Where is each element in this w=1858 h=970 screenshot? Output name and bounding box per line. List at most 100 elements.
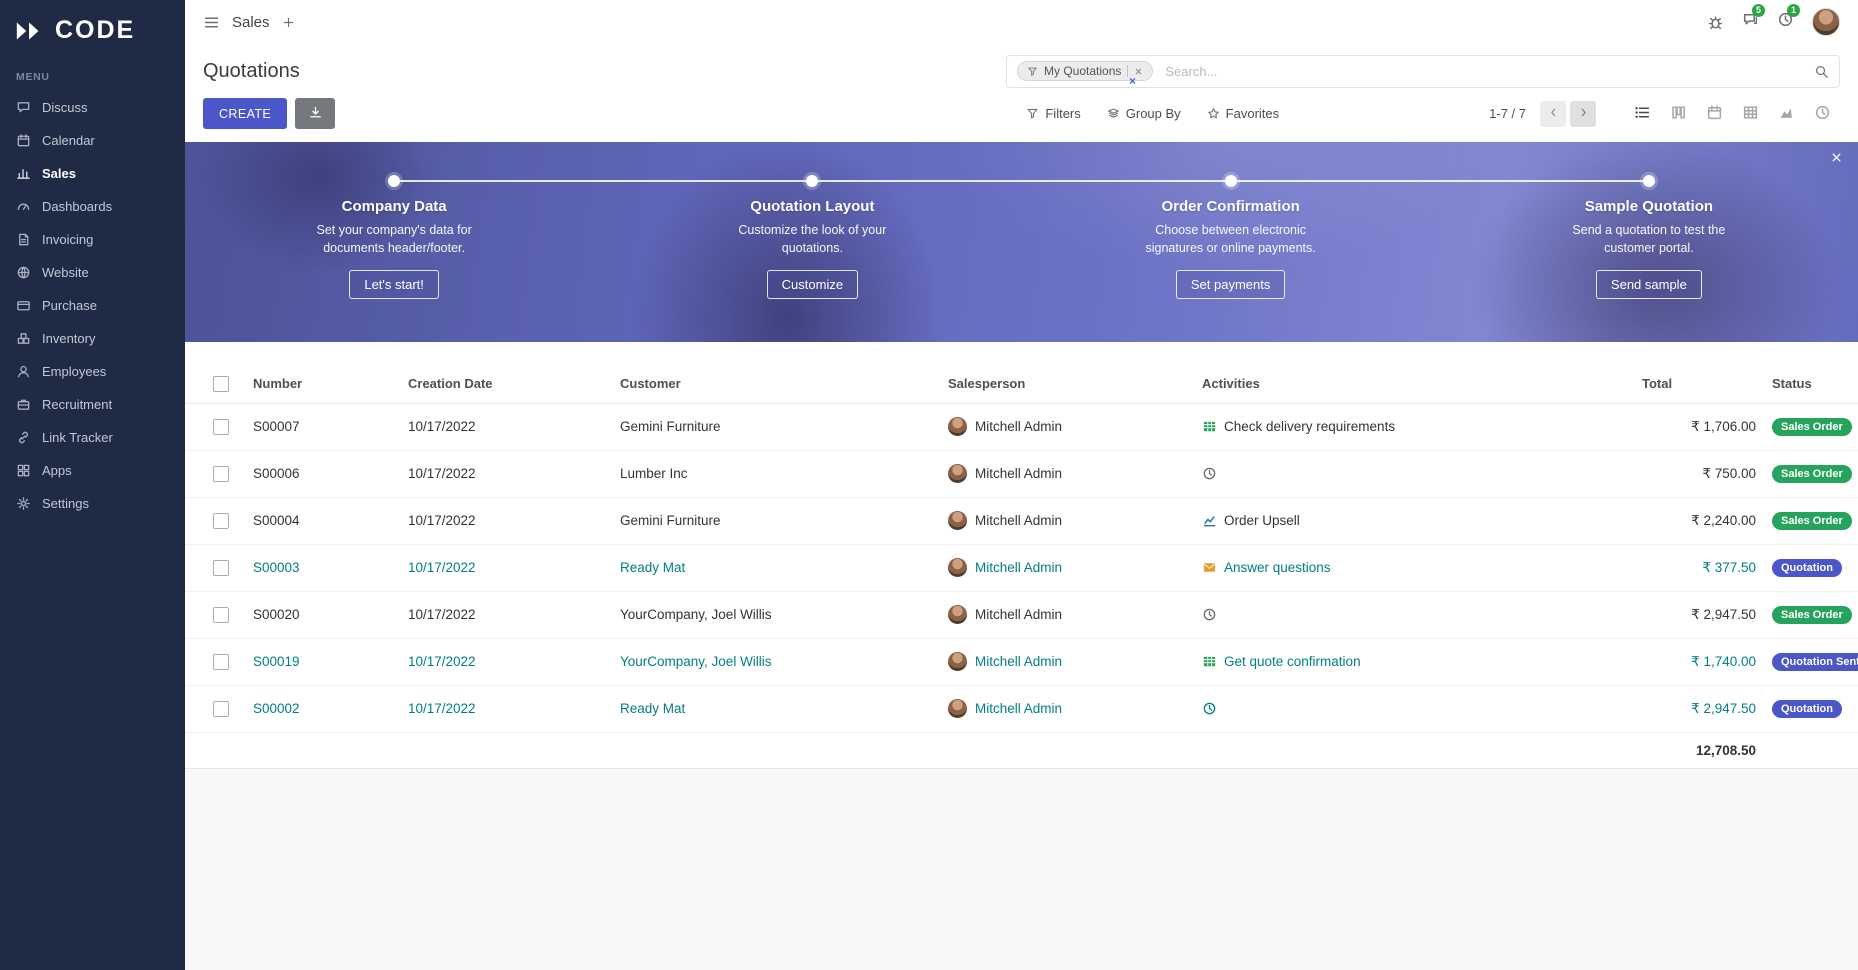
activity[interactable]: Answer questions xyxy=(1202,545,1626,591)
view-list-button[interactable] xyxy=(1624,99,1660,129)
send-sample-button[interactable]: Send sample xyxy=(1595,270,1702,299)
column-header-status[interactable]: Status xyxy=(1764,364,1858,404)
customize-button[interactable]: Customize xyxy=(766,270,859,299)
row-checkbox[interactable] xyxy=(213,559,229,576)
activity[interactable]: Order Upsell xyxy=(1202,498,1626,544)
column-header-activities[interactable]: Activities xyxy=(1194,364,1634,404)
sidebar-item-recruitment[interactable]: Recruitment xyxy=(0,388,185,421)
pager-previous-button[interactable] xyxy=(1540,100,1566,127)
column-header-creation-date[interactable]: Creation Date xyxy=(400,364,612,404)
activity[interactable]: Get quote confirmation xyxy=(1202,639,1626,685)
table-body: S00007 10/17/2022 Gemini Furniture Mitchell… xyxy=(185,403,1858,733)
table-row-s00003[interactable]: S00003 10/17/2022 Ready Mat Mitchell Admin A… xyxy=(185,544,1858,592)
activities-icon[interactable]: 1 xyxy=(1777,4,1801,33)
user-avatar[interactable] xyxy=(1812,8,1840,36)
chart-icon xyxy=(1202,513,1217,528)
view-pivot-button[interactable] xyxy=(1732,99,1768,129)
set-payments-button[interactable]: Set payments xyxy=(1175,270,1286,299)
row-checkbox-cell xyxy=(185,685,245,733)
table-row-s00002[interactable]: S00002 10/17/2022 Ready Mat Mitchell Admin ₹… xyxy=(185,685,1858,733)
let-s-start--button[interactable]: Let's start! xyxy=(349,270,439,299)
favorites-button[interactable]: Favorites xyxy=(1207,106,1279,121)
topbar: Sales 5 1 xyxy=(185,0,1858,44)
sidebar-item-invoicing[interactable]: Invoicing xyxy=(0,223,185,256)
salesperson-name: Mitchell Admin xyxy=(975,513,1063,529)
status-badge: Quotation xyxy=(1772,699,1842,718)
row-checkbox[interactable] xyxy=(213,418,229,435)
table-row-s00007[interactable]: S00007 10/17/2022 Gemini Furniture Mitchell… xyxy=(185,403,1858,451)
activity[interactable] xyxy=(1202,686,1626,732)
recruitment-icon xyxy=(16,397,31,412)
select-all-checkbox[interactable] xyxy=(213,375,229,392)
pager-next-button[interactable] xyxy=(1570,100,1596,127)
sidebar-item-dashboards[interactable]: Dashboards xyxy=(0,190,185,223)
group-by-label: Group By xyxy=(1125,106,1181,121)
cell-customer: Gemini Furniture xyxy=(612,403,940,451)
sidebar-item-employees[interactable]: Employees xyxy=(0,355,185,388)
column-header-number[interactable]: Number xyxy=(245,364,400,404)
step-description: Choose between electronic signatures or … xyxy=(1145,223,1316,255)
calendar-icon xyxy=(16,133,31,148)
view-activity-button[interactable] xyxy=(1804,99,1840,129)
cell-total: ₹ 2,947.50 xyxy=(1634,685,1764,733)
activity[interactable]: Check delivery requirements xyxy=(1202,404,1626,450)
add-tab-icon[interactable] xyxy=(282,16,295,29)
table-row-s00019[interactable]: S00019 10/17/2022 YourCompany, Joel Willis… xyxy=(185,638,1858,686)
link-icon xyxy=(16,430,31,445)
cell-customer: Lumber Inc xyxy=(612,450,940,498)
current-app-name[interactable]: Sales xyxy=(232,13,270,31)
facet-close-icon[interactable] xyxy=(1134,67,1143,76)
sidebar-item-inventory[interactable]: Inventory xyxy=(0,322,185,355)
view-graph-button[interactable] xyxy=(1768,99,1804,129)
cell-status: Quotation Sent xyxy=(1764,638,1858,686)
column-header-customer[interactable]: Customer xyxy=(612,364,940,404)
settings-icon xyxy=(16,496,31,511)
search-input[interactable] xyxy=(1163,62,1814,80)
sidebar-item-calendar[interactable]: Calendar xyxy=(0,124,185,157)
filters-label: Filters xyxy=(1045,106,1081,121)
view-kanban-button[interactable] xyxy=(1660,99,1696,129)
footer-total: 12,708.50 xyxy=(1634,732,1764,769)
sidebar-item-label: Invoicing xyxy=(42,232,94,247)
activity[interactable] xyxy=(1202,451,1626,497)
row-checkbox[interactable] xyxy=(213,512,229,529)
facet-remove-icon[interactable]: × xyxy=(1129,73,1137,88)
table-row-s00020[interactable]: S00020 10/17/2022 YourCompany, Joel Willis… xyxy=(185,591,1858,639)
row-checkbox[interactable] xyxy=(213,700,229,717)
cell-activities xyxy=(1194,685,1634,733)
row-checkbox[interactable] xyxy=(213,606,229,623)
sidebar-item-purchase[interactable]: Purchase xyxy=(0,289,185,322)
create-button[interactable]: CREATE xyxy=(203,98,288,129)
group-by-button[interactable]: Group By xyxy=(1107,106,1181,121)
graph-view-icon xyxy=(1778,104,1795,124)
table-row-s00004[interactable]: S00004 10/17/2022 Gemini Furniture Mitchell… xyxy=(185,497,1858,545)
search-facet[interactable]: My Quotations xyxy=(1017,61,1154,81)
table-row-s00006[interactable]: S00006 10/17/2022 Lumber Inc Mitchell Admin… xyxy=(185,450,1858,498)
row-checkbox[interactable] xyxy=(213,465,229,482)
sidebar-item-link-tracker[interactable]: Link Tracker xyxy=(0,421,185,454)
search-icon[interactable] xyxy=(1814,64,1829,79)
column-header-total[interactable]: Total xyxy=(1634,364,1764,404)
cell-status: Sales Order xyxy=(1764,591,1858,639)
sidebar-item-apps[interactable]: Apps xyxy=(0,454,185,487)
messages-icon[interactable]: 5 xyxy=(1742,4,1766,33)
activity[interactable] xyxy=(1202,592,1626,638)
debug-bug-icon[interactable] xyxy=(1707,14,1724,31)
salesperson-avatar xyxy=(948,511,967,531)
download-button[interactable] xyxy=(295,98,336,129)
sidebar-item-discuss[interactable]: Discuss xyxy=(0,91,185,124)
filters-button[interactable]: Filters xyxy=(1026,106,1081,121)
hamburger-menu-icon[interactable] xyxy=(203,14,220,31)
app-logo[interactable]: CODE xyxy=(0,0,185,57)
row-checkbox[interactable] xyxy=(213,653,229,670)
sidebar-item-settings[interactable]: Settings xyxy=(0,487,185,520)
step-description: Set your company's data for documents he… xyxy=(316,223,472,255)
view-calendar-button[interactable] xyxy=(1696,99,1732,129)
column-header-salesperson[interactable]: Salesperson xyxy=(940,364,1194,404)
sales-icon xyxy=(16,166,31,181)
banner-close-icon[interactable] xyxy=(1830,151,1843,164)
sidebar-item-sales[interactable]: Sales xyxy=(0,157,185,190)
sidebar-item-website[interactable]: Website xyxy=(0,256,185,289)
sidebar-item-label: Employees xyxy=(42,364,107,379)
